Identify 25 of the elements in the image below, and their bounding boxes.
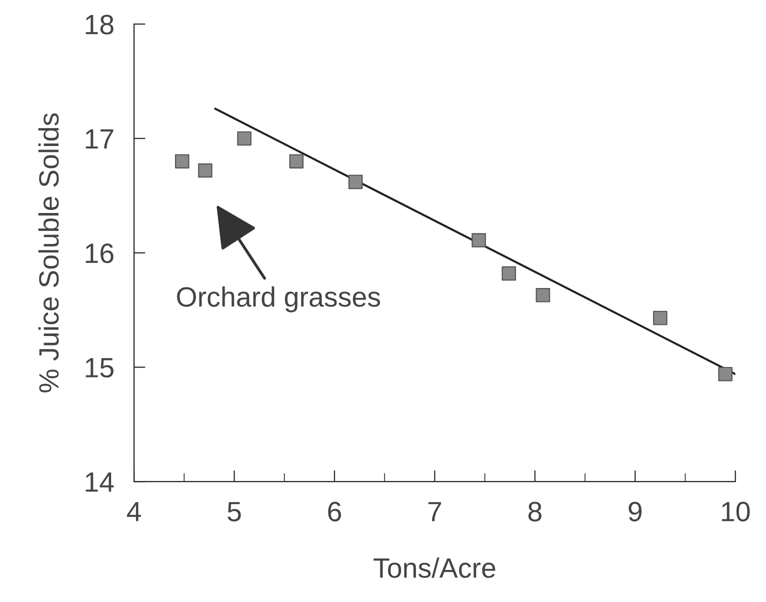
x-tick-label: 5 bbox=[228, 502, 241, 522]
y-tick-label: 17 bbox=[86, 129, 114, 149]
x-tick-label: 10 bbox=[722, 502, 750, 522]
y-tick-label: 18 bbox=[86, 14, 114, 34]
y-axis-title: % Juice Soluble Solids bbox=[38, 113, 59, 392]
x-tick-label: 8 bbox=[528, 502, 542, 522]
y-tick-label: 16 bbox=[86, 244, 114, 264]
point bbox=[198, 163, 212, 178]
annotation: Orchard grasses bbox=[177, 286, 380, 312]
point bbox=[472, 233, 486, 248]
x-tick-label: 7 bbox=[428, 502, 442, 522]
point bbox=[502, 266, 516, 281]
point bbox=[175, 154, 190, 168]
point bbox=[348, 174, 363, 190]
point bbox=[718, 366, 732, 382]
x-tick-label: 6 bbox=[328, 502, 341, 522]
point bbox=[536, 288, 550, 302]
y-tick-label: 14 bbox=[86, 472, 114, 492]
point bbox=[289, 154, 304, 168]
point bbox=[653, 310, 668, 326]
point bbox=[237, 131, 252, 146]
x-tick-label: 9 bbox=[628, 502, 642, 522]
x-tick-label: 4 bbox=[126, 502, 141, 522]
x-axis-title: Tons/Acre bbox=[374, 557, 496, 578]
y-tick-label: 15 bbox=[86, 358, 114, 378]
